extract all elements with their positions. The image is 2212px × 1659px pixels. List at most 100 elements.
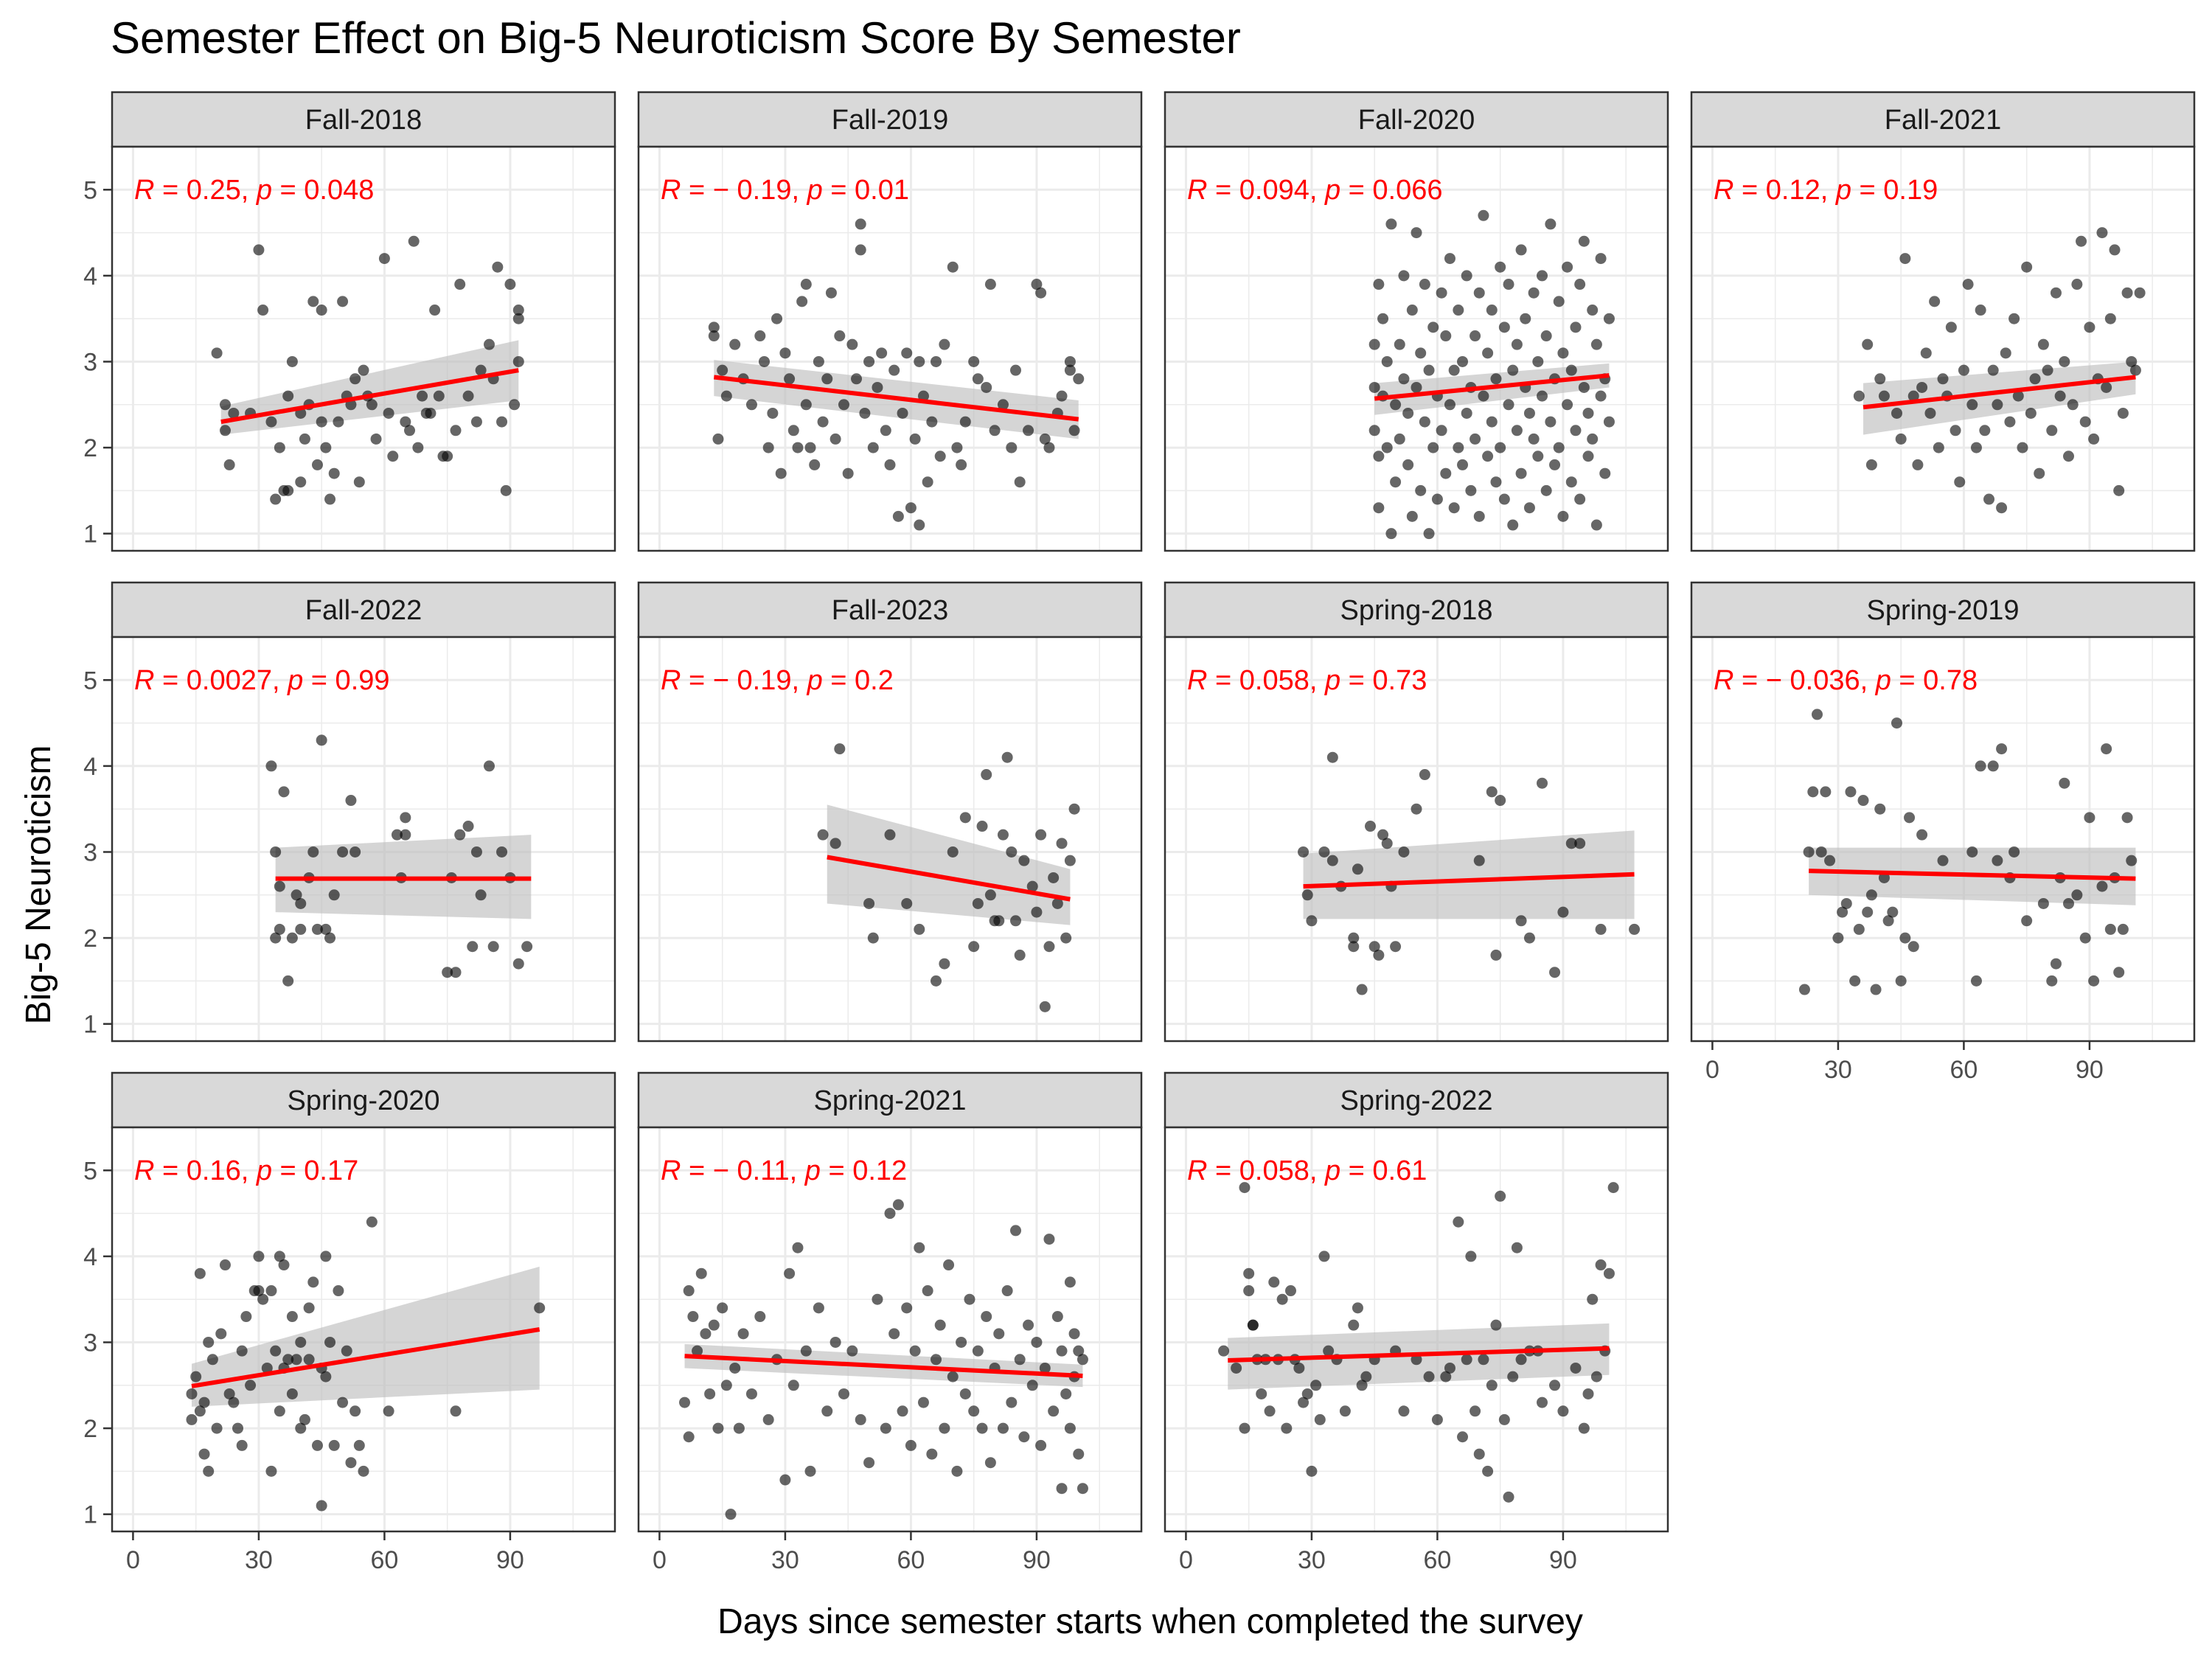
data-point [383, 1405, 394, 1417]
panel-plot-area [639, 147, 1141, 551]
data-point [1301, 1388, 1313, 1399]
data-point [512, 313, 524, 324]
x-tick-label: 0 [1179, 1546, 1193, 1574]
data-point [1411, 381, 1422, 393]
data-point [888, 1328, 900, 1340]
data-point [897, 1405, 908, 1417]
data-point [947, 1371, 959, 1382]
data-point [767, 407, 779, 419]
data-point [286, 355, 298, 367]
data-point [316, 305, 327, 316]
data-point [1373, 451, 1385, 462]
data-point [905, 502, 917, 514]
data-point [1001, 1285, 1013, 1297]
data-point [787, 1380, 799, 1391]
data-point [692, 1345, 703, 1357]
data-point [1607, 1182, 1619, 1194]
data-point [855, 244, 866, 256]
data-point [846, 1345, 858, 1357]
data-point [1865, 889, 1877, 901]
data-point [509, 399, 521, 411]
data-point [1064, 855, 1076, 866]
data-point [378, 253, 390, 265]
data-point [358, 364, 369, 376]
x-tick-label: 30 [245, 1546, 273, 1574]
data-point [2063, 451, 2074, 462]
data-point [1031, 906, 1043, 918]
data-point [2025, 407, 2037, 419]
data-point [968, 941, 980, 953]
data-point [345, 1457, 357, 1469]
data-point [1402, 459, 1414, 470]
data-point [307, 1276, 319, 1288]
data-point [1595, 390, 1607, 402]
data-point [349, 373, 361, 385]
data-point [425, 407, 437, 419]
data-point [972, 373, 984, 385]
data-point [1419, 416, 1430, 428]
data-point [442, 451, 453, 462]
data-point [286, 1311, 298, 1323]
data-point [206, 1354, 218, 1366]
data-point [1043, 1234, 1055, 1245]
data-point [1368, 338, 1380, 350]
data-point [228, 1397, 240, 1408]
data-point [804, 1465, 816, 1477]
correlation-label: R = 0.058, p = 0.73 [1187, 665, 1427, 696]
data-point [1444, 1362, 1455, 1374]
data-point [1323, 1345, 1335, 1357]
data-point [311, 459, 323, 470]
facet-strip-label: Spring-2020 [287, 1085, 439, 1116]
data-point [679, 1397, 691, 1408]
data-point [442, 967, 453, 978]
data-point [307, 296, 319, 307]
data-point [914, 355, 925, 367]
data-point [863, 1457, 875, 1469]
data-point [956, 1336, 967, 1348]
data-point [345, 795, 357, 807]
data-point [223, 1388, 235, 1399]
data-point [190, 1371, 202, 1382]
data-point [1840, 897, 1852, 909]
data-point [1285, 1285, 1296, 1297]
data-point [1073, 1345, 1085, 1357]
y-tick-label: 3 [83, 348, 97, 376]
data-point [1950, 425, 1961, 437]
data-point [838, 399, 849, 411]
data-point [1486, 1380, 1498, 1391]
data-point [2021, 915, 2033, 927]
data-point [1570, 321, 1582, 333]
data-point [792, 442, 804, 453]
y-tick-label: 4 [83, 262, 97, 291]
data-point [931, 1354, 942, 1366]
data-point [1845, 786, 1857, 798]
data-point [320, 1251, 332, 1262]
data-point [1453, 1216, 1464, 1228]
facet-strip [111, 91, 616, 148]
data-point [1010, 915, 1021, 927]
data-point [939, 958, 950, 970]
data-point [203, 1336, 215, 1348]
panel-border [111, 636, 616, 1043]
data-point [1495, 261, 1506, 273]
data-point [408, 235, 420, 247]
data-point [1023, 1319, 1034, 1331]
data-point [467, 941, 479, 953]
data-point [884, 1208, 896, 1220]
data-point [725, 1509, 737, 1520]
facet-strip-label: Fall-2020 [1358, 105, 1475, 136]
data-point [1557, 906, 1569, 918]
data-point [1298, 1397, 1310, 1408]
data-point [901, 347, 913, 359]
data-point [1803, 846, 1815, 858]
facet-strip [1164, 91, 1669, 148]
data-point [1537, 390, 1548, 402]
data-point [417, 390, 428, 402]
x-tick-label: 30 [771, 1546, 799, 1574]
data-point [1348, 1319, 1360, 1331]
data-point [1470, 1405, 1481, 1417]
data-point [534, 1302, 546, 1314]
data-point [1453, 442, 1464, 453]
data-point [366, 399, 378, 411]
data-point [729, 338, 741, 350]
